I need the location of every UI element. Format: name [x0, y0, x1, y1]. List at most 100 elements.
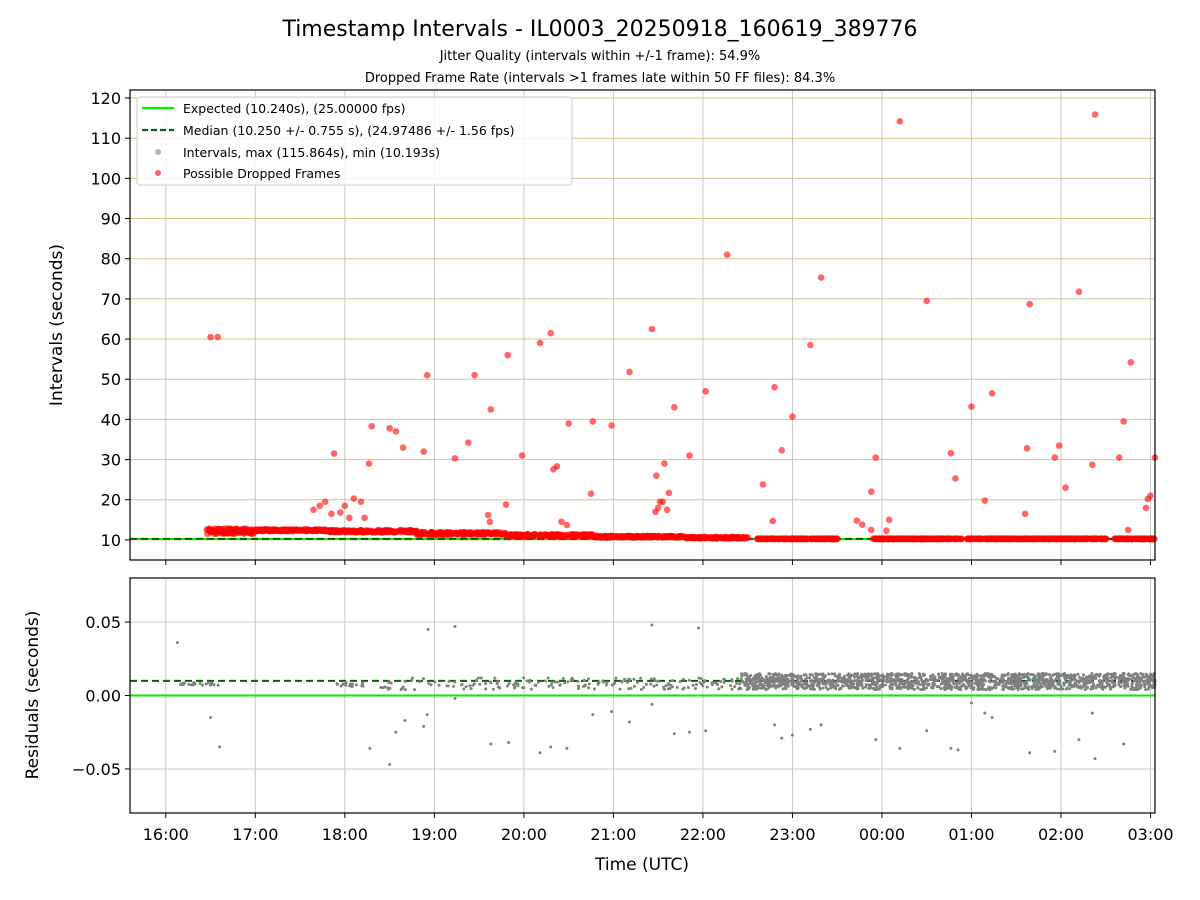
residual-point	[941, 677, 945, 681]
dropped-frame-point	[709, 534, 716, 542]
dropped-frame-point	[1082, 535, 1090, 543]
residual-point	[937, 675, 941, 679]
residual-point	[1123, 686, 1127, 690]
dropped-frame-point	[300, 526, 308, 534]
dropped-frame-point	[654, 504, 662, 512]
residual-point	[1044, 673, 1048, 677]
residual-point	[703, 679, 707, 683]
residual-point	[722, 680, 726, 684]
dropped-frame-point	[618, 533, 626, 541]
legend: Expected (10.240s), (25.00000 fps) Media…	[136, 96, 573, 186]
residual-point	[1033, 679, 1037, 683]
residual-point	[928, 677, 932, 681]
residual-point	[749, 682, 753, 686]
dropped-frame-point	[648, 325, 656, 333]
dropped-frame-point	[769, 517, 777, 525]
residual-point	[433, 680, 437, 684]
residual-point	[758, 678, 762, 682]
residual-point	[1131, 673, 1135, 677]
residual-point	[842, 674, 846, 678]
residual-point	[209, 716, 213, 720]
residual-point	[931, 673, 935, 677]
residual-point	[776, 676, 780, 680]
residual-point	[740, 674, 744, 678]
residual-point	[1117, 683, 1121, 687]
residual-point	[890, 678, 894, 682]
residual-point	[1122, 742, 1126, 746]
dropped-frame-point	[310, 506, 317, 514]
residual-point	[549, 683, 553, 687]
residual-point	[925, 729, 929, 733]
residual-point	[754, 686, 758, 690]
residual-point	[1094, 686, 1098, 690]
residual-point	[773, 723, 777, 727]
residual-point	[1021, 687, 1025, 691]
residual-point	[1031, 685, 1035, 689]
residual-point	[796, 674, 800, 678]
residual-point	[1111, 675, 1115, 679]
residual-point	[982, 673, 986, 677]
top-plot-frame	[129, 89, 1156, 561]
residual-point	[761, 683, 765, 687]
residual-point	[910, 675, 914, 679]
residual-point	[669, 683, 673, 687]
residual-point	[869, 683, 873, 687]
residual-point	[950, 685, 954, 689]
residual-point	[837, 676, 841, 680]
dropped-frame-point	[885, 535, 893, 543]
residual-point	[1117, 680, 1121, 684]
residual-point	[569, 678, 573, 682]
residual-point	[1109, 687, 1113, 691]
residual-point	[927, 682, 931, 686]
dropped-frame-point	[722, 534, 729, 541]
residual-point	[1092, 682, 1096, 686]
residual-point	[1100, 680, 1104, 684]
residual-point	[786, 683, 790, 687]
dropped-frame-point	[1115, 454, 1123, 461]
residual-point	[983, 711, 987, 715]
residual-point	[1137, 678, 1141, 682]
residual-point	[710, 681, 714, 685]
residual-point	[489, 742, 493, 746]
residual-point	[853, 679, 857, 683]
dropped-frame-point	[269, 526, 277, 534]
dropped-frame-point	[357, 498, 365, 506]
dropped-frame-point	[400, 527, 408, 535]
residual-point	[1001, 681, 1005, 685]
residual-point	[790, 733, 794, 737]
residual-point	[1003, 673, 1007, 677]
residual-point	[897, 674, 901, 678]
residual-point	[889, 672, 893, 676]
dropped-frame-point	[1143, 535, 1150, 543]
residual-point	[772, 681, 776, 685]
residual-point	[591, 713, 595, 717]
residual-point	[790, 675, 794, 679]
dropped-frame-point	[1071, 535, 1079, 543]
top-y-tick-label: 40	[101, 410, 121, 429]
residual-point	[823, 675, 827, 679]
dropped-frame-point	[393, 528, 400, 536]
dropped-frame-point	[872, 454, 879, 461]
residual-point	[992, 675, 996, 679]
residual-point	[779, 678, 783, 682]
residual-point	[472, 682, 476, 686]
residual-point	[975, 672, 979, 676]
x-tick-label: 02:00	[1038, 825, 1084, 844]
residual-point	[445, 684, 449, 688]
dropped-frame-point	[695, 534, 703, 542]
dropped-frame-point	[830, 535, 838, 543]
residual-point	[468, 684, 472, 688]
residual-point	[383, 685, 387, 689]
x-tick-label: 22:00	[680, 825, 726, 844]
residual-point	[360, 682, 364, 686]
residual-point	[618, 687, 622, 691]
dropped-frame-point	[502, 501, 510, 508]
residual-point	[762, 685, 766, 689]
residual-point	[828, 682, 832, 686]
legend-intervals-label: Intervals, max (115.864s), min (10.193s)	[183, 145, 440, 160]
residual-point	[587, 682, 591, 686]
residual-point	[1063, 672, 1067, 676]
residual-point	[379, 685, 383, 689]
residual-point	[1006, 679, 1010, 683]
residual-point	[1150, 673, 1154, 677]
